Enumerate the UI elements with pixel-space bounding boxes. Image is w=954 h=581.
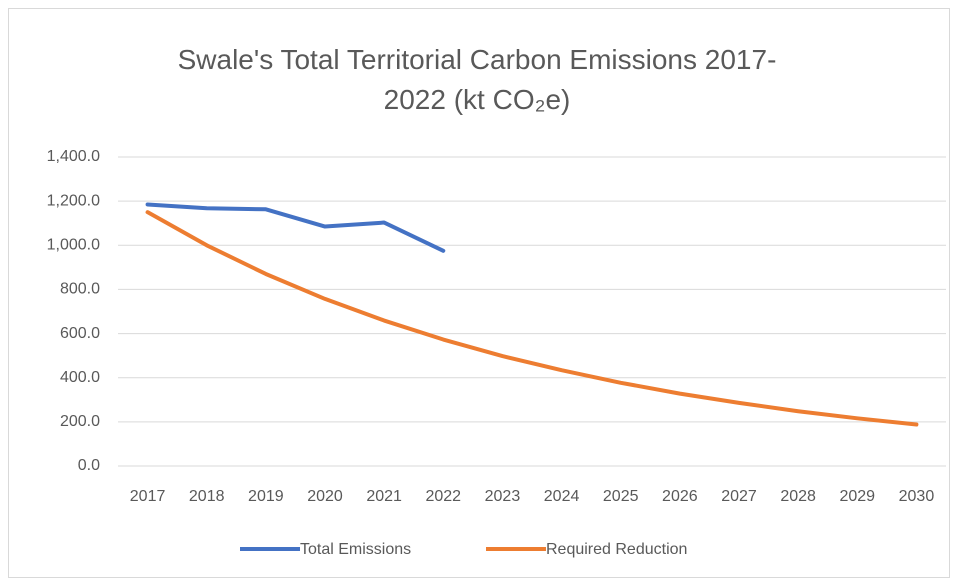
y-tick-label: 600.0 (60, 325, 100, 342)
x-tick-label: 2021 (366, 488, 402, 505)
x-tick-label: 2023 (485, 488, 521, 505)
x-tick-label: 2027 (721, 488, 757, 505)
chart-border (8, 8, 950, 578)
y-tick-label: 800.0 (60, 281, 100, 298)
x-tick-label: 2017 (130, 488, 166, 505)
x-tick-label: 2026 (662, 488, 698, 505)
y-tick-label: 200.0 (60, 413, 100, 430)
y-tick-label: 1,000.0 (47, 237, 100, 254)
y-tick-label: 0.0 (78, 457, 100, 474)
y-tick-label: 1,200.0 (47, 192, 100, 209)
x-tick-label: 2020 (307, 488, 343, 505)
y-tick-label: 1,400.0 (47, 148, 100, 165)
data-line (145, 202, 446, 253)
x-tick-label: 2024 (544, 488, 580, 505)
x-tick-label: 2029 (839, 488, 875, 505)
legend-label: Required Reduction (546, 541, 687, 558)
chart-title: Swale's Total Territorial Carbon Emissio… (177, 44, 777, 115)
y-tick-label: 400.0 (60, 369, 100, 386)
x-tick-label: 2030 (899, 488, 935, 505)
x-tick-label: 2022 (425, 488, 461, 505)
data-line (145, 210, 919, 427)
x-tick-label: 2018 (189, 488, 225, 505)
legend-label: Total Emissions (300, 541, 411, 558)
x-tick-label: 2025 (603, 488, 639, 505)
x-tick-label: 2019 (248, 488, 284, 505)
x-tick-label: 2028 (780, 488, 816, 505)
